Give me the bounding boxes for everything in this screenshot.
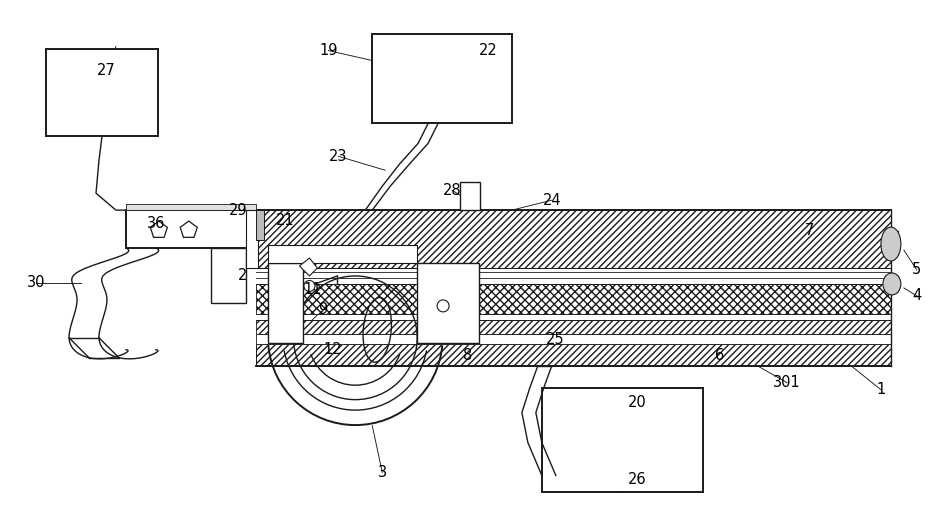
Text: 21: 21	[276, 213, 295, 228]
Bar	[245, 210, 258, 268]
Text: 20: 20	[629, 395, 647, 410]
Text: 301: 301	[773, 375, 801, 390]
Bar	[417, 263, 479, 343]
Circle shape	[304, 280, 315, 291]
Ellipse shape	[881, 227, 901, 261]
Text: 26: 26	[629, 472, 647, 487]
Text: 3: 3	[378, 465, 387, 480]
Bar	[256, 210, 891, 268]
Bar	[372, 34, 512, 124]
Bar	[126, 210, 256, 248]
Bar	[256, 334, 891, 344]
Bar	[256, 344, 891, 366]
Bar	[47, 49, 158, 136]
Text: 9: 9	[318, 303, 327, 317]
Text: 28: 28	[443, 183, 461, 197]
Text: 30: 30	[27, 276, 46, 290]
Text: 23: 23	[329, 149, 348, 164]
Bar	[268, 245, 417, 263]
Text: 1: 1	[876, 382, 885, 397]
Bar	[126, 204, 256, 210]
Text: 7: 7	[805, 223, 814, 238]
Text: 11: 11	[303, 282, 321, 297]
Bar	[256, 284, 891, 314]
Bar	[256, 210, 263, 240]
Text: 12: 12	[323, 342, 341, 357]
Text: 6: 6	[715, 348, 724, 363]
Bar	[268, 263, 303, 343]
Text: 25: 25	[546, 332, 564, 347]
Bar	[256, 320, 891, 334]
Ellipse shape	[883, 273, 901, 295]
Text: 27: 27	[97, 63, 115, 78]
Text: 24: 24	[542, 193, 561, 208]
Text: 4: 4	[912, 288, 922, 304]
Text: 2: 2	[238, 268, 247, 284]
Bar	[211, 248, 245, 303]
Polygon shape	[300, 258, 318, 276]
Text: 8: 8	[463, 348, 473, 363]
Text: 29: 29	[229, 203, 248, 218]
Bar	[460, 182, 480, 210]
Bar	[542, 388, 704, 493]
Text: 19: 19	[320, 43, 338, 58]
Text: 22: 22	[478, 43, 497, 58]
Text: 36: 36	[146, 215, 165, 231]
Text: 5: 5	[912, 262, 922, 278]
